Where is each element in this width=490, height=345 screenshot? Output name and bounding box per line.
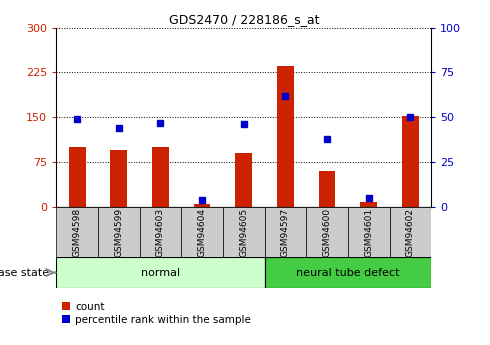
Bar [69,147,85,207]
Bar [265,257,431,288]
Bar [402,116,418,207]
Bar [235,153,252,207]
Bar [390,207,431,257]
Bar [181,207,223,257]
Bar [110,150,127,207]
Bar [56,207,98,257]
Bar [318,171,335,207]
Text: neural tube defect: neural tube defect [296,268,400,277]
Text: GSM94598: GSM94598 [73,207,82,257]
Bar [223,207,265,257]
Bar [98,207,140,257]
Text: GSM94602: GSM94602 [406,207,415,257]
Text: GSM94597: GSM94597 [281,207,290,257]
Bar [194,204,210,207]
Title: GDS2470 / 228186_s_at: GDS2470 / 228186_s_at [169,13,319,27]
Bar [140,207,181,257]
Bar [360,202,377,207]
Text: GSM94604: GSM94604 [197,207,207,257]
Text: GSM94603: GSM94603 [156,207,165,257]
Bar [306,207,348,257]
Bar [56,257,265,288]
Legend: count, percentile rank within the sample: count, percentile rank within the sample [62,302,251,325]
Text: GSM94601: GSM94601 [364,207,373,257]
Bar [152,147,169,207]
Bar [348,207,390,257]
Text: GSM94605: GSM94605 [239,207,248,257]
Text: GSM94599: GSM94599 [114,207,123,257]
Text: normal: normal [141,268,180,277]
Text: disease state: disease state [0,268,49,277]
Text: GSM94600: GSM94600 [322,207,332,257]
Bar [265,207,306,257]
Bar [277,67,294,207]
